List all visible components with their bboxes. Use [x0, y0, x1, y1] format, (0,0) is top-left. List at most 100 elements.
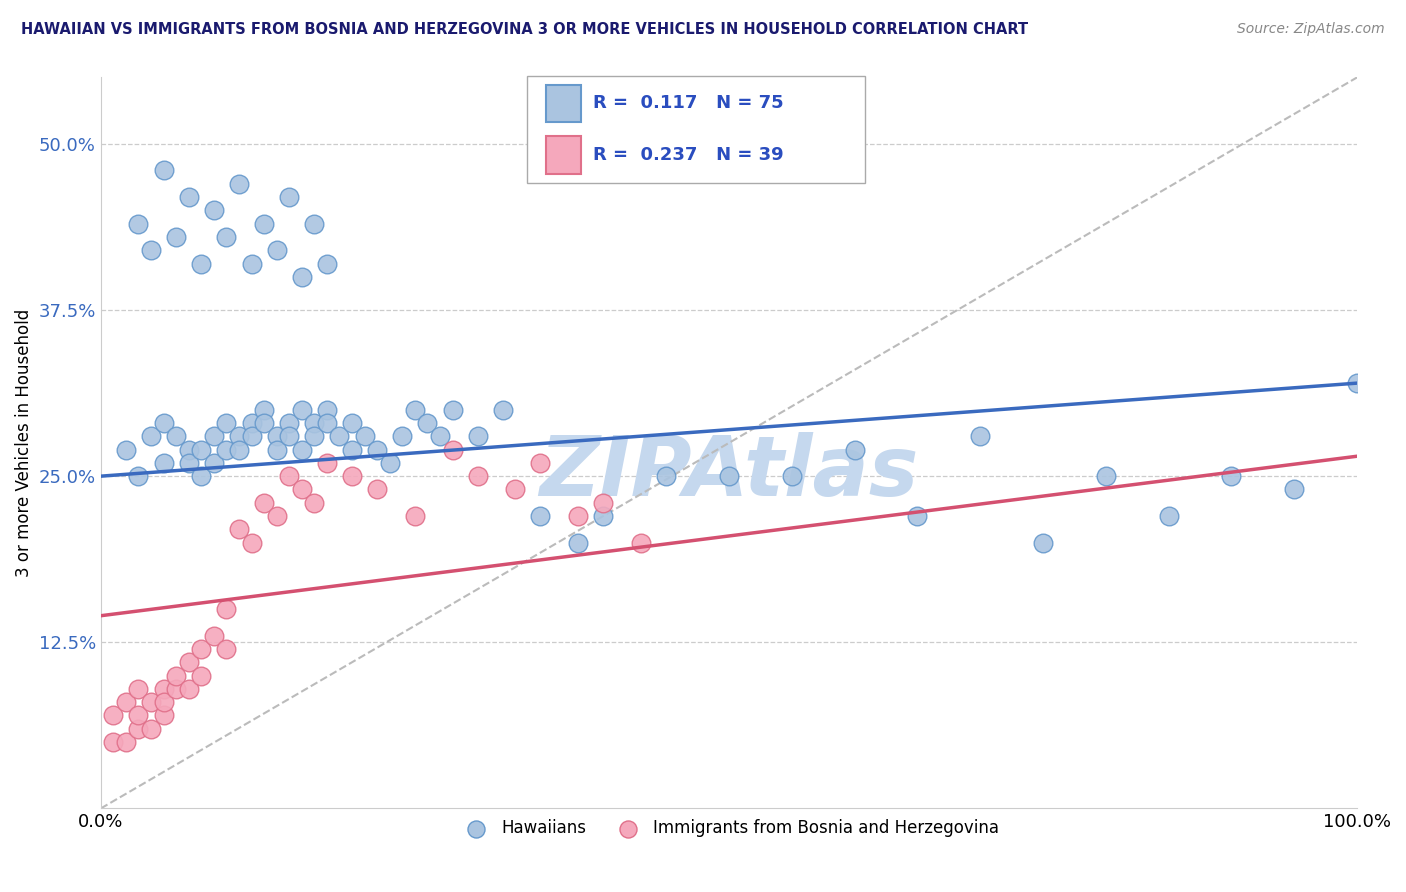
Point	[253, 416, 276, 430]
Point	[190, 642, 212, 657]
Point	[266, 442, 288, 457]
Point	[416, 416, 439, 430]
Point	[215, 642, 238, 657]
Point	[190, 668, 212, 682]
Point	[340, 416, 363, 430]
Point	[152, 163, 174, 178]
Point	[366, 442, 388, 457]
Point	[177, 456, 200, 470]
Point	[165, 668, 187, 682]
Point	[567, 509, 589, 524]
Point	[905, 509, 928, 524]
Point	[152, 416, 174, 430]
Point	[969, 429, 991, 443]
Y-axis label: 3 or more Vehicles in Household: 3 or more Vehicles in Household	[15, 309, 32, 577]
Point	[103, 708, 125, 723]
Point	[278, 190, 301, 204]
Point	[340, 469, 363, 483]
Point	[253, 217, 276, 231]
Point	[366, 483, 388, 497]
Point	[215, 416, 238, 430]
Point	[291, 483, 314, 497]
Text: R =  0.237   N = 39: R = 0.237 N = 39	[593, 146, 785, 164]
Point	[228, 429, 250, 443]
Point	[391, 429, 413, 443]
Point	[404, 509, 426, 524]
Point	[127, 681, 149, 696]
Point	[467, 469, 489, 483]
Point	[253, 402, 276, 417]
Point	[190, 442, 212, 457]
Text: R =  0.117   N = 75: R = 0.117 N = 75	[593, 95, 785, 112]
Point	[1094, 469, 1116, 483]
Point	[202, 203, 225, 218]
Point	[266, 244, 288, 258]
Point	[115, 695, 138, 709]
Point	[253, 496, 276, 510]
Point	[291, 402, 314, 417]
Point	[228, 177, 250, 191]
Text: Source: ZipAtlas.com: Source: ZipAtlas.com	[1237, 22, 1385, 37]
Point	[127, 217, 149, 231]
Point	[316, 416, 339, 430]
Point	[139, 244, 162, 258]
Point	[190, 469, 212, 483]
Point	[378, 456, 401, 470]
Point	[655, 469, 678, 483]
Point	[202, 629, 225, 643]
Point	[177, 190, 200, 204]
Point	[152, 681, 174, 696]
Point	[177, 681, 200, 696]
Point	[630, 535, 652, 549]
Point	[567, 535, 589, 549]
Point	[291, 269, 314, 284]
Point	[304, 429, 326, 443]
Point	[316, 456, 339, 470]
Point	[278, 416, 301, 430]
Point	[1346, 376, 1368, 391]
Point	[177, 655, 200, 669]
Point	[717, 469, 740, 483]
Point	[215, 442, 238, 457]
Point	[278, 429, 301, 443]
Point	[529, 509, 551, 524]
Point	[429, 429, 451, 443]
Point	[165, 681, 187, 696]
Point	[467, 429, 489, 443]
Point	[592, 496, 614, 510]
Point	[215, 602, 238, 616]
Point	[278, 469, 301, 483]
Point	[505, 483, 527, 497]
Point	[240, 416, 263, 430]
Point	[266, 429, 288, 443]
Legend: Hawaiians, Immigrants from Bosnia and Herzegovina: Hawaiians, Immigrants from Bosnia and He…	[453, 813, 1005, 844]
Point	[103, 735, 125, 749]
Point	[592, 509, 614, 524]
Point	[202, 456, 225, 470]
Point	[404, 402, 426, 417]
Point	[529, 456, 551, 470]
Point	[340, 442, 363, 457]
Point	[1032, 535, 1054, 549]
Point	[1157, 509, 1180, 524]
Point	[1282, 483, 1305, 497]
Point	[190, 256, 212, 270]
Point	[127, 708, 149, 723]
Point	[139, 722, 162, 736]
Point	[353, 429, 375, 443]
Point	[177, 442, 200, 457]
Point	[316, 402, 339, 417]
Point	[266, 509, 288, 524]
Point	[228, 522, 250, 536]
Point	[115, 735, 138, 749]
Point	[165, 230, 187, 244]
Point	[844, 442, 866, 457]
Point	[492, 402, 515, 417]
Point	[228, 442, 250, 457]
Point	[127, 469, 149, 483]
Point	[328, 429, 350, 443]
Point	[127, 722, 149, 736]
Point	[304, 416, 326, 430]
Point	[152, 456, 174, 470]
Point	[139, 695, 162, 709]
